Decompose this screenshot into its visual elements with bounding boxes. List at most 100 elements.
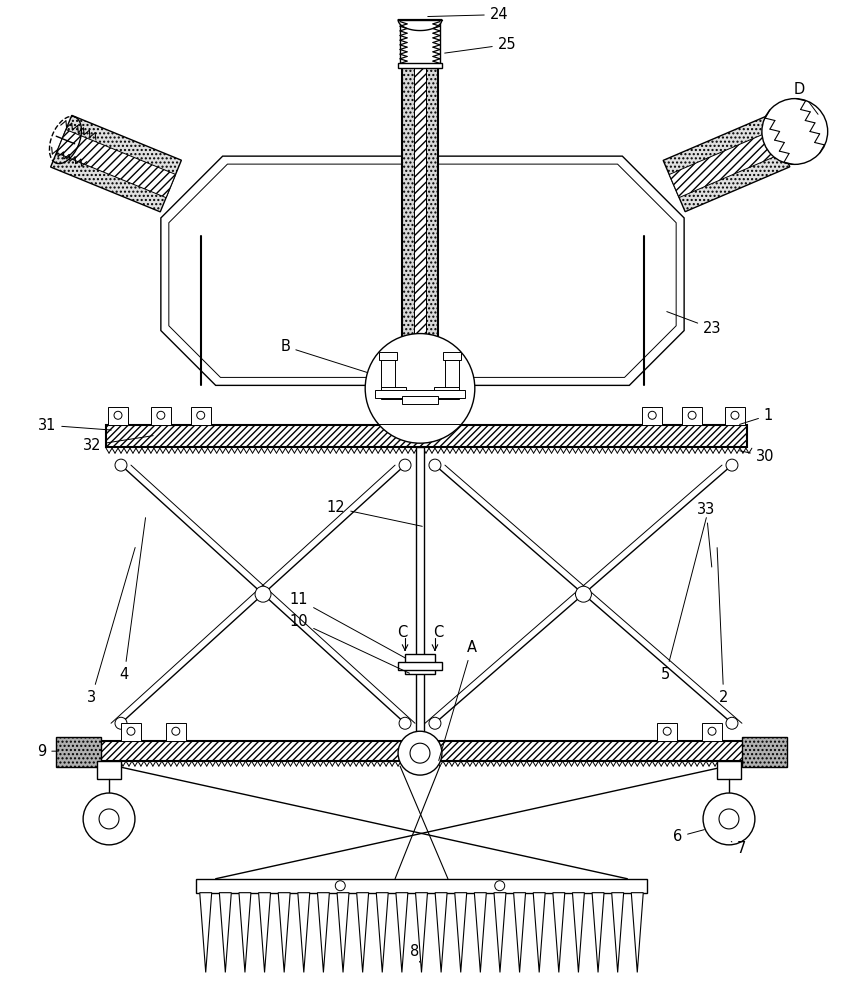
Text: 1: 1 [739,408,773,424]
Circle shape [664,727,671,735]
Circle shape [703,793,755,845]
Circle shape [648,411,656,419]
Text: 25: 25 [445,37,516,53]
Polygon shape [553,893,565,972]
Bar [717,761,741,779]
Text: 7: 7 [731,841,746,856]
Bar [196,879,648,893]
Polygon shape [278,893,290,972]
Polygon shape [169,164,676,377]
Bar [405,654,435,674]
Circle shape [398,731,442,775]
Circle shape [731,411,739,419]
Polygon shape [632,893,643,972]
Bar [682,407,702,425]
Circle shape [429,459,441,471]
Bar [657,723,677,741]
Text: D: D [794,82,818,114]
Circle shape [719,809,739,829]
Bar [426,68,438,432]
Text: 2: 2 [717,548,728,705]
Bar [416,447,424,751]
Polygon shape [664,116,790,212]
Bar [742,737,787,767]
Text: C: C [397,625,407,640]
Polygon shape [435,893,447,972]
Polygon shape [474,893,486,972]
Circle shape [115,717,127,729]
Bar [379,352,397,360]
Polygon shape [239,893,251,972]
Circle shape [255,586,271,602]
Polygon shape [592,893,604,972]
Circle shape [365,334,475,443]
Circle shape [762,99,828,164]
Polygon shape [514,893,526,972]
Polygon shape [494,893,506,972]
Bar [725,407,745,425]
Polygon shape [415,893,427,972]
Bar [643,407,662,425]
Bar [406,748,434,758]
Bar [96,741,747,761]
Text: 33: 33 [697,502,716,567]
Circle shape [410,743,430,763]
Bar [398,662,442,670]
Circle shape [114,411,122,419]
Bar [443,352,461,360]
Circle shape [336,881,346,891]
Circle shape [127,727,135,735]
Polygon shape [199,893,212,972]
Circle shape [157,411,165,419]
Bar [381,387,406,399]
Circle shape [197,411,204,419]
Bar [381,360,395,393]
Circle shape [99,809,119,829]
Circle shape [115,459,127,471]
Polygon shape [298,893,309,972]
Circle shape [575,586,591,602]
Circle shape [688,411,696,419]
Bar [445,360,459,393]
Text: B: B [281,339,368,373]
Polygon shape [455,893,467,972]
Polygon shape [396,893,408,972]
Bar [402,396,438,404]
Polygon shape [161,156,684,385]
Polygon shape [669,130,784,198]
Polygon shape [398,20,442,31]
Bar [106,425,747,447]
Circle shape [83,793,135,845]
Bar [56,737,101,767]
Text: 10: 10 [290,614,410,673]
Bar [121,723,141,741]
Bar [398,63,442,68]
Text: 32: 32 [82,436,153,453]
Text: 12: 12 [326,500,422,526]
Polygon shape [573,893,584,972]
Bar [375,390,465,398]
Text: 4: 4 [119,518,145,682]
Polygon shape [50,115,182,212]
Circle shape [726,717,738,729]
Polygon shape [376,893,389,972]
Text: 9: 9 [37,744,58,759]
Bar [414,68,426,432]
Bar [108,407,128,425]
Polygon shape [533,893,545,972]
Bar [702,723,722,741]
Text: 11: 11 [290,592,405,658]
Circle shape [399,459,411,471]
Polygon shape [611,893,624,972]
Polygon shape [337,893,349,972]
Bar [97,761,121,779]
Polygon shape [317,893,330,972]
Polygon shape [220,893,231,972]
Bar [434,387,459,399]
Bar [402,68,414,432]
Bar [151,407,171,425]
Circle shape [495,881,505,891]
Text: 24: 24 [428,7,509,22]
Circle shape [172,727,180,735]
Polygon shape [56,130,176,198]
